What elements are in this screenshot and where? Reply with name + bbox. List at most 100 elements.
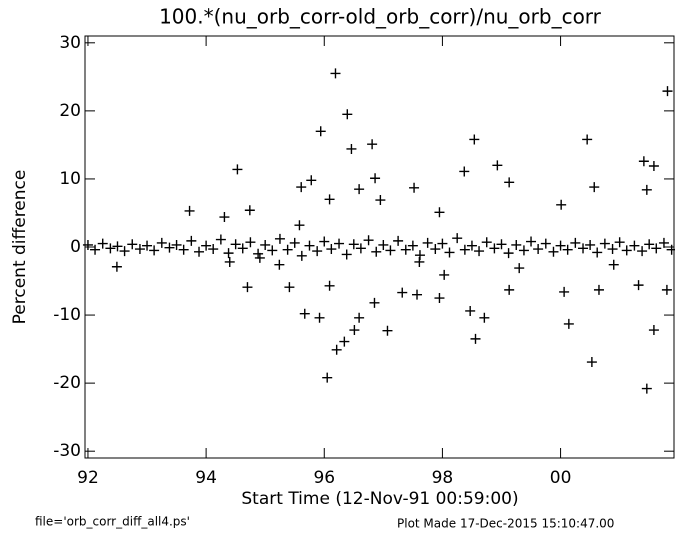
point (369, 297, 380, 308)
y-tick-label: -30 (53, 441, 81, 461)
point (289, 237, 300, 248)
point (514, 263, 525, 274)
point (237, 243, 248, 254)
point (459, 166, 470, 177)
point (127, 239, 138, 250)
y-tick-label: 10 (59, 169, 81, 189)
point (638, 156, 649, 167)
point (582, 134, 593, 145)
point (504, 284, 515, 295)
point (354, 312, 365, 323)
point (637, 246, 648, 257)
point (312, 246, 323, 257)
point (242, 282, 253, 293)
file-note: file='orb_corr_diff_all4.ps' (35, 515, 190, 529)
point (299, 308, 310, 319)
point (470, 333, 481, 344)
point (533, 244, 544, 255)
point (503, 248, 514, 259)
point (629, 240, 640, 251)
point (178, 244, 189, 255)
point (556, 199, 567, 210)
point (407, 240, 418, 251)
point (223, 248, 234, 259)
point (306, 175, 317, 186)
date-note: Plot Made 17-Dec-2015 15:10:47.00 (397, 517, 614, 531)
point (339, 336, 350, 347)
point (371, 246, 382, 257)
point (304, 240, 315, 251)
point (489, 243, 500, 254)
point (492, 160, 503, 171)
point (434, 207, 445, 218)
point (134, 244, 145, 255)
point (641, 383, 652, 394)
point (208, 244, 219, 255)
point (354, 184, 365, 195)
point (658, 237, 669, 248)
point (540, 238, 551, 249)
point (267, 245, 278, 256)
point (296, 250, 307, 261)
point (614, 237, 625, 248)
point (294, 220, 305, 231)
point (171, 239, 182, 250)
point (230, 239, 241, 250)
point (367, 139, 378, 150)
point (314, 312, 325, 323)
point (232, 164, 243, 175)
point (224, 256, 235, 267)
point (593, 284, 604, 295)
point (112, 241, 123, 252)
point (260, 239, 271, 250)
point (555, 240, 566, 251)
point (474, 246, 485, 257)
point (194, 246, 205, 257)
point (149, 245, 160, 256)
x-tick-label: 92 (77, 468, 99, 488)
point (385, 245, 396, 256)
y-tick-label: -20 (53, 373, 81, 393)
point (156, 237, 167, 248)
point (334, 238, 345, 249)
y-axis-label: Percent difference (10, 170, 30, 325)
point (400, 244, 411, 255)
point (342, 109, 353, 120)
point (434, 293, 445, 304)
point (409, 182, 420, 193)
point (164, 242, 175, 253)
x-tick-label: 98 (432, 468, 454, 488)
point (570, 237, 581, 248)
point (648, 161, 659, 172)
point (326, 244, 337, 255)
point (563, 318, 574, 329)
point (253, 248, 264, 259)
point (348, 239, 359, 250)
point (599, 238, 610, 249)
y-tick-label: 30 (59, 33, 81, 53)
point (437, 238, 448, 249)
point (562, 244, 573, 255)
point (559, 286, 570, 297)
point (82, 239, 93, 250)
point (382, 325, 393, 336)
point (330, 68, 341, 79)
point (511, 239, 522, 250)
point (444, 247, 455, 258)
point (452, 233, 463, 244)
point (412, 289, 423, 300)
point (375, 195, 386, 206)
y-tick-label: 0 (70, 237, 81, 257)
point (589, 182, 600, 193)
point (641, 184, 652, 195)
point (633, 280, 644, 291)
point (430, 244, 441, 255)
point (274, 233, 285, 244)
point (315, 126, 326, 137)
point (621, 245, 632, 256)
point (111, 261, 122, 272)
point (282, 244, 293, 255)
point (346, 143, 357, 154)
